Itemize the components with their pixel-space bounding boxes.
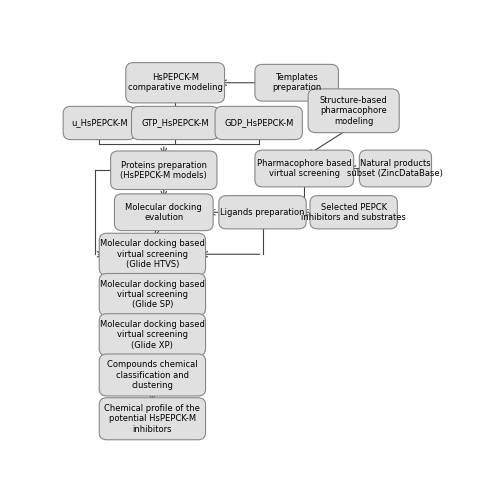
Text: Chemical profile of the
potential HsPEPCK-M
inhibitors: Chemical profile of the potential HsPEPC… <box>104 404 200 434</box>
Text: Pharmacophore based
virtual screening: Pharmacophore based virtual screening <box>257 159 352 178</box>
FancyBboxPatch shape <box>131 106 219 140</box>
FancyBboxPatch shape <box>115 194 213 230</box>
FancyBboxPatch shape <box>99 274 206 316</box>
Text: u_HsPEPCK-M: u_HsPEPCK-M <box>71 118 127 128</box>
Text: Proteins preparation
(HsPEPCK-M models): Proteins preparation (HsPEPCK-M models) <box>121 160 207 180</box>
Text: Ligands preparation: Ligands preparation <box>220 208 305 217</box>
Text: GDP_HsPEPCK-M: GDP_HsPEPCK-M <box>224 118 294 128</box>
FancyBboxPatch shape <box>215 106 302 140</box>
Text: Structure-based
pharmacophore
modeling: Structure-based pharmacophore modeling <box>320 96 388 126</box>
Text: Molecular docking based
virtual screening
(Glide XP): Molecular docking based virtual screenin… <box>100 320 205 350</box>
FancyBboxPatch shape <box>359 150 432 187</box>
FancyBboxPatch shape <box>99 398 206 440</box>
Text: GTP_HsPEPCK-M: GTP_HsPEPCK-M <box>141 118 209 128</box>
Text: Compounds chemical
classification and
clustering: Compounds chemical classification and cl… <box>107 360 197 390</box>
Text: HsPEPCK-M
comparative modeling: HsPEPCK-M comparative modeling <box>128 73 222 92</box>
FancyBboxPatch shape <box>310 196 397 229</box>
FancyBboxPatch shape <box>126 62 224 103</box>
Text: Natural products
subset (ZincDataBase): Natural products subset (ZincDataBase) <box>347 159 443 178</box>
Text: Molecular docking
evalution: Molecular docking evalution <box>125 202 202 222</box>
FancyBboxPatch shape <box>255 64 339 101</box>
FancyBboxPatch shape <box>255 150 354 187</box>
FancyBboxPatch shape <box>219 196 306 229</box>
FancyBboxPatch shape <box>99 354 206 396</box>
Text: Selected PEPCK
inhibitors and substrates: Selected PEPCK inhibitors and substrates <box>301 202 406 222</box>
Text: Molecular docking based
virtual screening
(Glide SP): Molecular docking based virtual screenin… <box>100 280 205 310</box>
FancyBboxPatch shape <box>111 151 217 190</box>
FancyBboxPatch shape <box>63 106 135 140</box>
FancyBboxPatch shape <box>99 233 206 275</box>
FancyBboxPatch shape <box>308 89 399 132</box>
Text: Molecular docking based
virtual screening
(Glide HTVS): Molecular docking based virtual screenin… <box>100 240 205 269</box>
FancyBboxPatch shape <box>99 314 206 356</box>
Text: Templates
preparation: Templates preparation <box>272 73 321 92</box>
